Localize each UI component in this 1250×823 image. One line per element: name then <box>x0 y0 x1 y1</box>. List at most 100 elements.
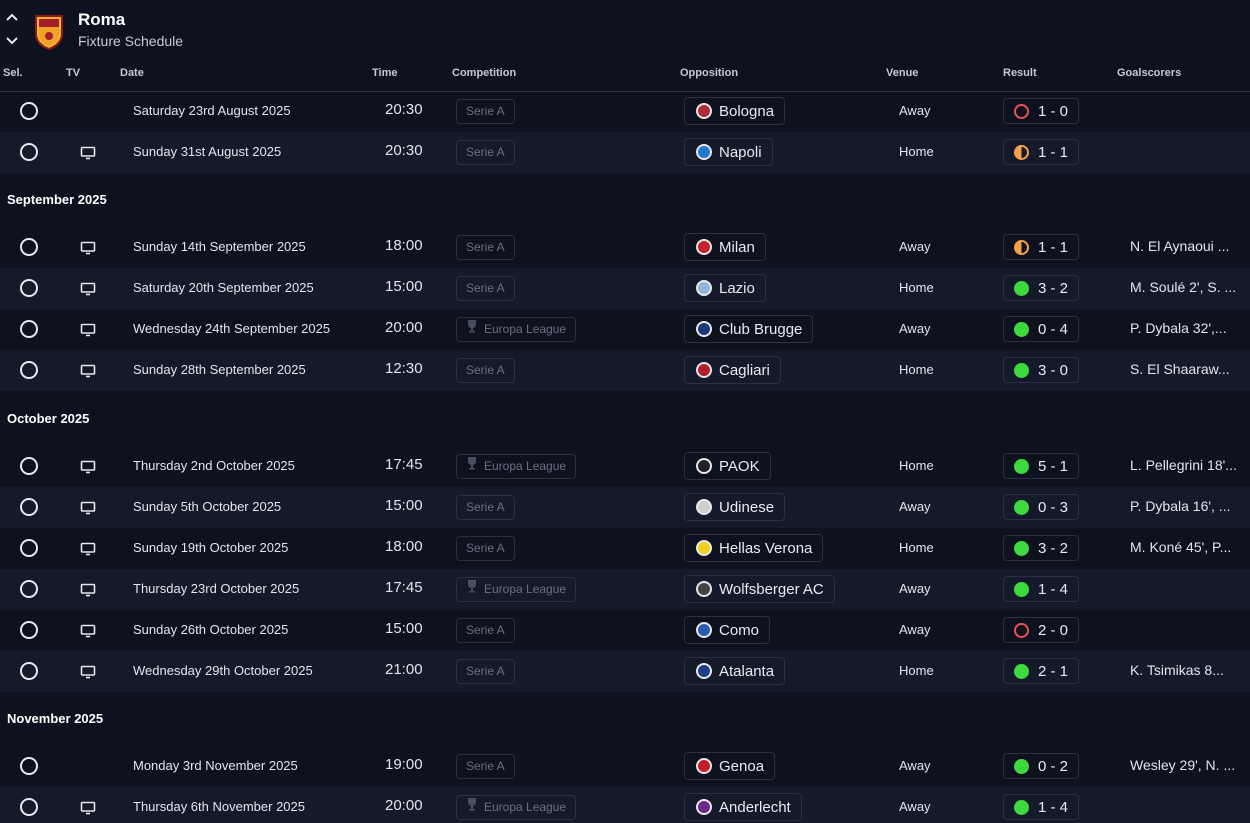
select-radio[interactable] <box>20 621 38 639</box>
result-button[interactable]: 5 - 1 <box>1003 453 1080 479</box>
result-button[interactable]: 0 - 4 <box>1003 316 1080 342</box>
opposition-name: Hellas Verona <box>719 539 813 557</box>
competition-badge[interactable]: Serie A <box>456 99 515 124</box>
table-row[interactable]: Saturday 23rd August 2025 20:30 Serie A Bol… <box>0 91 1250 132</box>
opposition-button[interactable]: Lazio <box>684 274 766 302</box>
competition-badge[interactable]: Europa League <box>456 577 577 602</box>
opposition-button[interactable]: Milan <box>684 233 766 261</box>
chevron-down-icon[interactable] <box>4 32 20 48</box>
table-row[interactable]: Monday 3rd November 2025 19:00 Serie A Geno… <box>0 746 1250 787</box>
goalscorers[interactable]: S. El Shaaraw... <box>1130 361 1230 377</box>
result-button[interactable]: 1 - 4 <box>1003 576 1080 602</box>
competition-badge[interactable]: Europa League <box>456 317 577 342</box>
goalscorers[interactable]: Wesley 29', N. ... <box>1130 757 1236 773</box>
opposition-button[interactable]: Napoli <box>684 138 773 166</box>
opposition-button[interactable]: Udinese <box>684 493 786 521</box>
col-time[interactable]: Time <box>372 67 398 79</box>
col-competition[interactable]: Competition <box>452 67 517 79</box>
competition-badge[interactable]: Serie A <box>456 140 515 165</box>
fixture-date: Sunday 26th October 2025 <box>133 622 289 637</box>
select-radio[interactable] <box>20 757 38 775</box>
venue: Home <box>899 458 934 473</box>
goalscorers[interactable]: L. Pellegrini 18'... <box>1130 457 1237 473</box>
col-sel[interactable]: Sel. <box>3 67 23 79</box>
table-row[interactable]: Wednesday 24th September 2025 20:00 Europa… <box>0 309 1250 350</box>
goalscorers[interactable]: N. El Aynaoui ... <box>1130 238 1230 254</box>
table-row[interactable]: Sunday 31st August 2025 20:30 Serie A Napol… <box>0 132 1250 173</box>
venue: Away <box>899 499 931 514</box>
club-crest-icon <box>696 103 712 119</box>
result-button[interactable]: 1 - 1 <box>1003 234 1080 260</box>
table-row[interactable]: Thursday 23rd October 2025 17:45 Europa Le… <box>0 569 1250 610</box>
select-radio[interactable] <box>20 498 38 516</box>
tv-icon <box>80 583 96 597</box>
result-button[interactable]: 1 - 1 <box>1003 139 1080 165</box>
select-radio[interactable] <box>20 238 38 256</box>
col-opposition[interactable]: Opposition <box>680 67 739 79</box>
select-radio[interactable] <box>20 662 38 680</box>
chevron-up-icon[interactable] <box>4 10 20 26</box>
competition-badge[interactable]: Europa League <box>456 795 577 820</box>
competition-badge[interactable]: Serie A <box>456 618 515 643</box>
result-button[interactable]: 1 - 0 <box>1003 98 1080 124</box>
opposition-button[interactable]: Atalanta <box>684 657 786 685</box>
select-radio[interactable] <box>20 798 38 816</box>
goalscorers[interactable]: M. Soulé 2', S. ... <box>1130 279 1237 295</box>
competition-badge[interactable]: Serie A <box>456 536 515 561</box>
goalscorers[interactable]: P. Dybala 16', ... <box>1130 498 1231 514</box>
opposition-button[interactable]: Hellas Verona <box>684 534 824 562</box>
fixture-time: 20:00 <box>385 319 423 336</box>
competition-badge[interactable]: Europa League <box>456 454 577 479</box>
col-date[interactable]: Date <box>120 67 144 79</box>
table-row[interactable]: Saturday 20th September 2025 15:00 Serie A… <box>0 268 1250 309</box>
opposition-button[interactable]: Wolfsberger AC <box>684 575 835 603</box>
result-button[interactable]: 0 - 3 <box>1003 494 1080 520</box>
table-row[interactable]: Thursday 6th November 2025 20:00 Europa Le… <box>0 787 1250 823</box>
select-radio[interactable] <box>20 457 38 475</box>
result-button[interactable]: 3 - 0 <box>1003 357 1080 383</box>
select-radio[interactable] <box>20 539 38 557</box>
table-row[interactable]: Sunday 28th September 2025 12:30 Serie A Ca… <box>0 350 1250 391</box>
opposition-button[interactable]: Cagliari <box>684 356 781 384</box>
result-button[interactable]: 1 - 4 <box>1003 794 1080 820</box>
col-venue[interactable]: Venue <box>886 67 919 79</box>
result-button[interactable]: 0 - 2 <box>1003 753 1080 779</box>
tv-icon <box>80 460 96 474</box>
result-button[interactable]: 2 - 1 <box>1003 658 1080 684</box>
competition-badge[interactable]: Serie A <box>456 659 515 684</box>
opposition-button[interactable]: Anderlecht <box>684 793 802 821</box>
competition-badge[interactable]: Serie A <box>456 235 515 260</box>
goalscorers[interactable]: K. Tsimikas 8... <box>1130 662 1224 678</box>
table-row[interactable]: Sunday 5th October 2025 15:00 Serie A Udine… <box>0 487 1250 528</box>
select-radio[interactable] <box>20 320 38 338</box>
table-row[interactable]: Thursday 2nd October 2025 17:45 Europa Lea… <box>0 446 1250 487</box>
competition-badge[interactable]: Serie A <box>456 495 515 520</box>
opposition-button[interactable]: Bologna <box>684 97 786 125</box>
goalscorers[interactable]: M. Koné 45', P... <box>1130 539 1232 555</box>
result-button[interactable]: 2 - 0 <box>1003 617 1080 643</box>
opposition-button[interactable]: Club Brugge <box>684 315 814 343</box>
select-radio[interactable] <box>20 361 38 379</box>
table-row[interactable]: Sunday 19th October 2025 18:00 Serie A Hell… <box>0 528 1250 569</box>
col-result[interactable]: Result <box>1003 67 1037 79</box>
col-tv[interactable]: TV <box>66 67 81 79</box>
competition-badge[interactable]: Serie A <box>456 754 515 779</box>
select-radio[interactable] <box>20 279 38 297</box>
opposition-button[interactable]: Genoa <box>684 752 776 780</box>
club-crest-icon <box>696 799 712 815</box>
select-radio[interactable] <box>20 580 38 598</box>
result-draw-icon <box>1014 239 1029 255</box>
goalscorers[interactable]: P. Dybala 32',... <box>1130 320 1227 336</box>
table-row[interactable]: Wednesday 29th October 2025 21:00 Serie A A… <box>0 651 1250 692</box>
result-button[interactable]: 3 - 2 <box>1003 535 1080 561</box>
select-radio[interactable] <box>20 143 38 161</box>
competition-badge[interactable]: Serie A <box>456 358 515 383</box>
table-row[interactable]: Sunday 26th October 2025 15:00 Serie A Como… <box>0 610 1250 651</box>
select-radio[interactable] <box>20 102 38 120</box>
col-goalscorers[interactable]: Goalscorers <box>1117 67 1182 79</box>
opposition-button[interactable]: Como <box>684 616 771 644</box>
opposition-button[interactable]: PAOK <box>684 452 771 480</box>
table-row[interactable]: Sunday 14th September 2025 18:00 Serie A Mi… <box>0 227 1250 268</box>
result-button[interactable]: 3 - 2 <box>1003 275 1080 301</box>
competition-badge[interactable]: Serie A <box>456 276 515 301</box>
